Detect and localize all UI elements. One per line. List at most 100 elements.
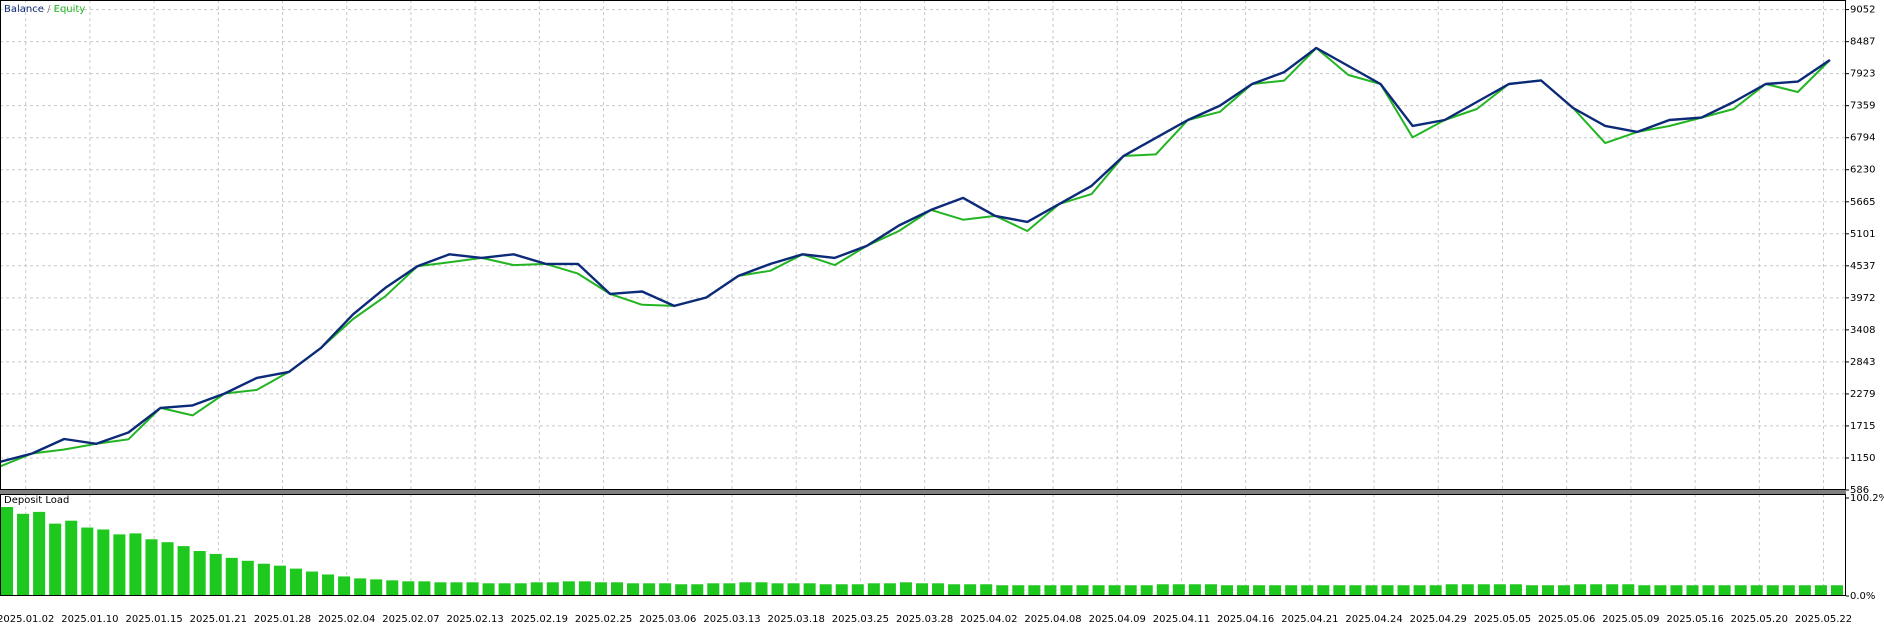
bar [964, 584, 977, 596]
bar [1654, 585, 1667, 596]
bar [193, 551, 206, 596]
y-tick-label: 3408 [1850, 325, 1875, 336]
bar [1028, 585, 1041, 596]
x-tick-label: 2025.05.22 [1795, 614, 1852, 625]
bar [338, 576, 351, 596]
bar [241, 560, 254, 596]
y-tick-label: 586 [1850, 485, 1869, 496]
bar [1525, 585, 1538, 596]
x-tick-label: 2025.01.21 [190, 614, 247, 625]
y-tick-label: 9052 [1850, 5, 1875, 16]
bar [1317, 585, 1330, 596]
bar [1574, 584, 1587, 596]
bar [1750, 585, 1763, 596]
x-tick-label: 2025.01.02 [0, 614, 54, 625]
bar [322, 574, 335, 596]
bar [434, 582, 447, 596]
bar [1381, 585, 1394, 596]
bar [948, 584, 961, 596]
y-tick-label: 5665 [1850, 197, 1875, 208]
bar [1638, 585, 1651, 596]
y-tick-label: 4537 [1850, 261, 1875, 272]
top-frame [0, 0, 1846, 490]
bar [883, 583, 896, 596]
bar [1092, 585, 1105, 596]
bar [1509, 584, 1522, 596]
x-tick-label: 2025.04.29 [1410, 614, 1467, 625]
mark-layer [0, 46, 1843, 596]
x-tick-label: 2025.04.11 [1153, 614, 1210, 625]
y-tick-label: 1715 [1850, 421, 1875, 432]
bar [1188, 584, 1201, 596]
bar [257, 563, 270, 596]
grid-layer [0, 0, 1849, 597]
y-tick-label: 6230 [1850, 165, 1875, 176]
x-tick-label: 2025.03.18 [768, 614, 825, 625]
y-tick-label: 100.2% [1850, 493, 1884, 504]
bar [1558, 585, 1571, 596]
bar [1445, 584, 1458, 596]
bar [659, 583, 672, 596]
x-tick-label: 2025.02.04 [318, 614, 375, 625]
legend-equity: Equity [54, 4, 86, 15]
x-tick-label: 2025.04.08 [1024, 614, 1081, 625]
bar [787, 583, 800, 596]
bar [1301, 585, 1314, 596]
bar [514, 583, 527, 596]
x-tick-label: 2025.05.20 [1731, 614, 1788, 625]
bar [755, 582, 768, 596]
bar [1060, 585, 1073, 596]
bar [1766, 585, 1779, 596]
bar [1012, 585, 1025, 596]
bar [1253, 585, 1266, 596]
bar [354, 578, 367, 596]
legend-balance: Balance [4, 4, 44, 15]
bar [723, 583, 736, 596]
bar [49, 523, 62, 596]
bar [546, 582, 559, 596]
x-tick-label: 2025.04.16 [1217, 614, 1274, 625]
x-tick-label: 2025.03.13 [703, 614, 760, 625]
bar [1269, 585, 1282, 596]
bar [129, 533, 142, 596]
bar [177, 546, 190, 596]
bar [1172, 584, 1185, 596]
bar [1140, 585, 1153, 596]
bar [466, 582, 479, 596]
bar [1830, 585, 1843, 596]
x-tick-label: 2025.02.07 [382, 614, 439, 625]
bar [65, 520, 78, 596]
bar [932, 583, 945, 596]
x-tick-label: 2025.02.13 [447, 614, 504, 625]
y-tick-label: 2279 [1850, 389, 1875, 400]
bar [594, 582, 607, 596]
bar [867, 583, 880, 596]
bar [1606, 584, 1619, 596]
bar [739, 582, 752, 596]
bar [1124, 585, 1137, 596]
bar [915, 583, 929, 596]
bar [1156, 584, 1169, 596]
bar [1542, 585, 1555, 596]
legend-separator: / [47, 4, 51, 15]
bar [675, 584, 688, 596]
bar [707, 583, 720, 596]
bar [1108, 585, 1121, 596]
bar [161, 542, 174, 596]
bar [402, 581, 415, 596]
bar [1461, 584, 1474, 596]
x-tick-label: 2025.03.28 [896, 614, 953, 625]
legend: Balance / Equity [4, 4, 85, 15]
bar [643, 583, 656, 596]
bar [273, 565, 286, 596]
x-tick-label: 2025.01.15 [125, 614, 182, 625]
bar [209, 553, 222, 596]
bar [1220, 585, 1234, 596]
bar [33, 511, 46, 596]
bar [1044, 585, 1057, 596]
bar [1477, 584, 1490, 596]
y-tick-label: 0.0% [1850, 591, 1875, 602]
bar [1734, 585, 1747, 596]
bar [370, 579, 383, 596]
